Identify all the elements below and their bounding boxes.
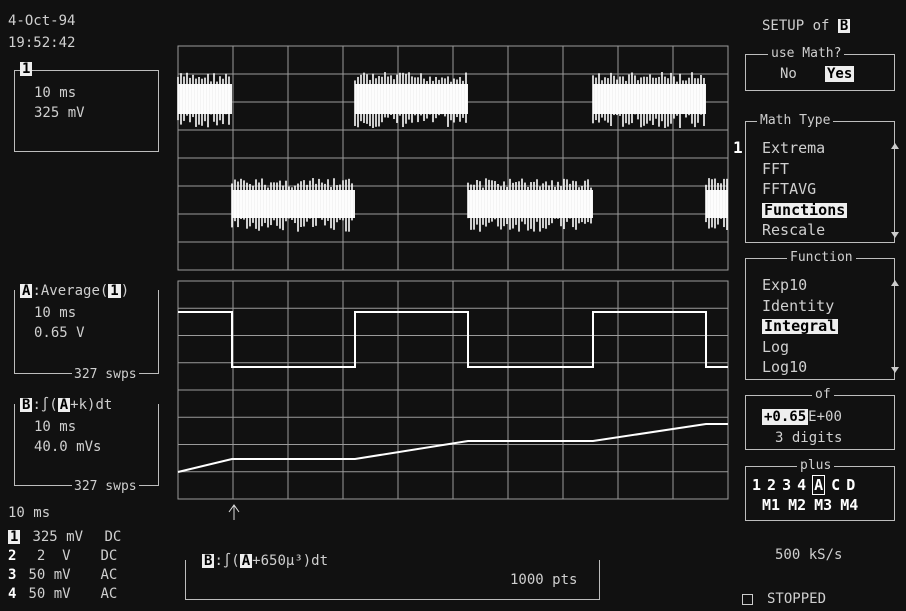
channel-number: 2 xyxy=(8,548,17,564)
channel-row[interactable]: 4 50 mV AC xyxy=(8,587,117,601)
formula-box[interactable] xyxy=(185,560,600,600)
menu-option[interactable]: Identity xyxy=(762,296,835,315)
menu-option[interactable]: Exp10 xyxy=(762,276,808,294)
plus-source-option[interactable]: 3 xyxy=(782,476,792,494)
record-length: 1000 pts xyxy=(510,572,578,588)
channel-scale: 2 V xyxy=(28,548,71,564)
channel-row[interactable]: 2 2 V DC xyxy=(8,549,117,563)
trace-b-timediv: 10 ms xyxy=(34,419,77,435)
menu-option[interactable]: Functions xyxy=(762,200,848,219)
channel-number: 1 xyxy=(8,529,21,545)
trace-b-label: B:∫(A +k)dt xyxy=(20,397,113,413)
trace-a-waveform xyxy=(178,311,728,368)
trace-1-label-box[interactable] xyxy=(14,70,159,152)
trace-1-timediv: 10 ms xyxy=(34,85,77,101)
trace-1-level-marker: 1 xyxy=(733,138,743,157)
channel-scale: 50 mV xyxy=(28,586,71,602)
channel-scale: 325 mV xyxy=(32,529,84,545)
menu-option[interactable]: FFT xyxy=(762,159,790,178)
timebase-readout: 10 ms xyxy=(8,505,51,521)
channel-coupling: AC xyxy=(100,567,118,583)
trace-b-waveform xyxy=(177,423,728,473)
trace-a-id: A xyxy=(20,283,33,299)
plus-source-option[interactable]: 1 xyxy=(752,476,762,494)
trace-b-sweeps: 327 swps xyxy=(72,479,139,494)
menu-option[interactable]: Extrema xyxy=(762,139,826,157)
trigger-marker xyxy=(228,504,240,520)
run-state: STOPPED xyxy=(742,592,826,606)
scroll-up-icon xyxy=(891,143,899,149)
channel-scale: 50 mV xyxy=(28,567,71,583)
plus-source-option[interactable]: M1 xyxy=(762,496,781,514)
bottom-grid xyxy=(177,280,729,500)
of-value[interactable]: +0.65 E+00 xyxy=(762,409,842,425)
top-grid xyxy=(177,45,729,271)
plus-source-option[interactable]: M3 xyxy=(814,496,833,514)
channel-number: 3 xyxy=(8,567,17,583)
menu-option[interactable]: Rescale xyxy=(762,221,826,239)
plus-sources-row2: M1 M2 M3 M4 xyxy=(762,498,866,513)
trace-a-timediv: 10 ms xyxy=(34,305,77,321)
sample-rate-readout: 500 kS/s xyxy=(775,547,843,563)
channel-coupling: AC xyxy=(100,586,118,602)
menu-option[interactable]: Log10 xyxy=(762,358,808,376)
math-type-title: Math Type xyxy=(757,114,834,127)
plus-source-option[interactable]: A xyxy=(812,475,826,495)
trace-1-waveform xyxy=(177,72,728,232)
plus-source-option[interactable]: 4 xyxy=(797,476,807,494)
formula-text: B:∫(A +650μ³)dt xyxy=(199,554,332,568)
of-digits: 3 digits xyxy=(775,430,843,446)
scroll-down-icon xyxy=(891,367,899,373)
trace-a-voltdiv: 0.65 V xyxy=(34,325,85,341)
channel-coupling: DC xyxy=(104,529,122,545)
stop-icon xyxy=(742,593,753,605)
plus-source-option[interactable]: 2 xyxy=(767,476,777,494)
scroll-up-icon xyxy=(891,280,899,286)
menu-title: SETUP of B xyxy=(762,18,851,34)
use-math-title: use Math? xyxy=(768,47,845,60)
plus-source-option[interactable]: D xyxy=(846,476,856,494)
channel-coupling: DC xyxy=(100,548,118,564)
channel-number: 4 xyxy=(8,586,17,602)
function-title: Function xyxy=(787,251,856,264)
of-title: of xyxy=(812,388,834,401)
plus-source-option[interactable]: M2 xyxy=(788,496,807,514)
trace-a-sweeps: 327 swps xyxy=(72,367,139,382)
trace-1-id: 1 xyxy=(20,61,33,77)
menu-option[interactable]: FFTAVG xyxy=(762,180,817,198)
menu-option[interactable]: Integral xyxy=(762,317,839,335)
trace-1-voltdiv: 325 mV xyxy=(34,105,85,121)
trace-a-label: A:Average(1) xyxy=(20,283,130,299)
trace-b-voltdiv: 40.0 mVs xyxy=(34,439,102,455)
plus-title: plus xyxy=(797,459,835,472)
scroll-down-icon xyxy=(891,232,899,238)
channel-row[interactable]: 3 50 mV AC xyxy=(8,568,117,582)
plus-source-option[interactable]: M4 xyxy=(840,496,859,514)
channel-row[interactable]: 1 325 mV DC xyxy=(8,530,121,544)
use-math-no[interactable]: No xyxy=(780,66,797,82)
menu-option[interactable]: Log xyxy=(762,337,790,356)
date-readout: 4-Oct-94 xyxy=(8,13,76,29)
time-readout: 19:52:42 xyxy=(8,35,76,51)
plus-source-option[interactable]: C xyxy=(831,476,841,494)
use-math-yes[interactable]: Yes xyxy=(825,66,855,82)
trace-b-id: B xyxy=(20,397,33,413)
